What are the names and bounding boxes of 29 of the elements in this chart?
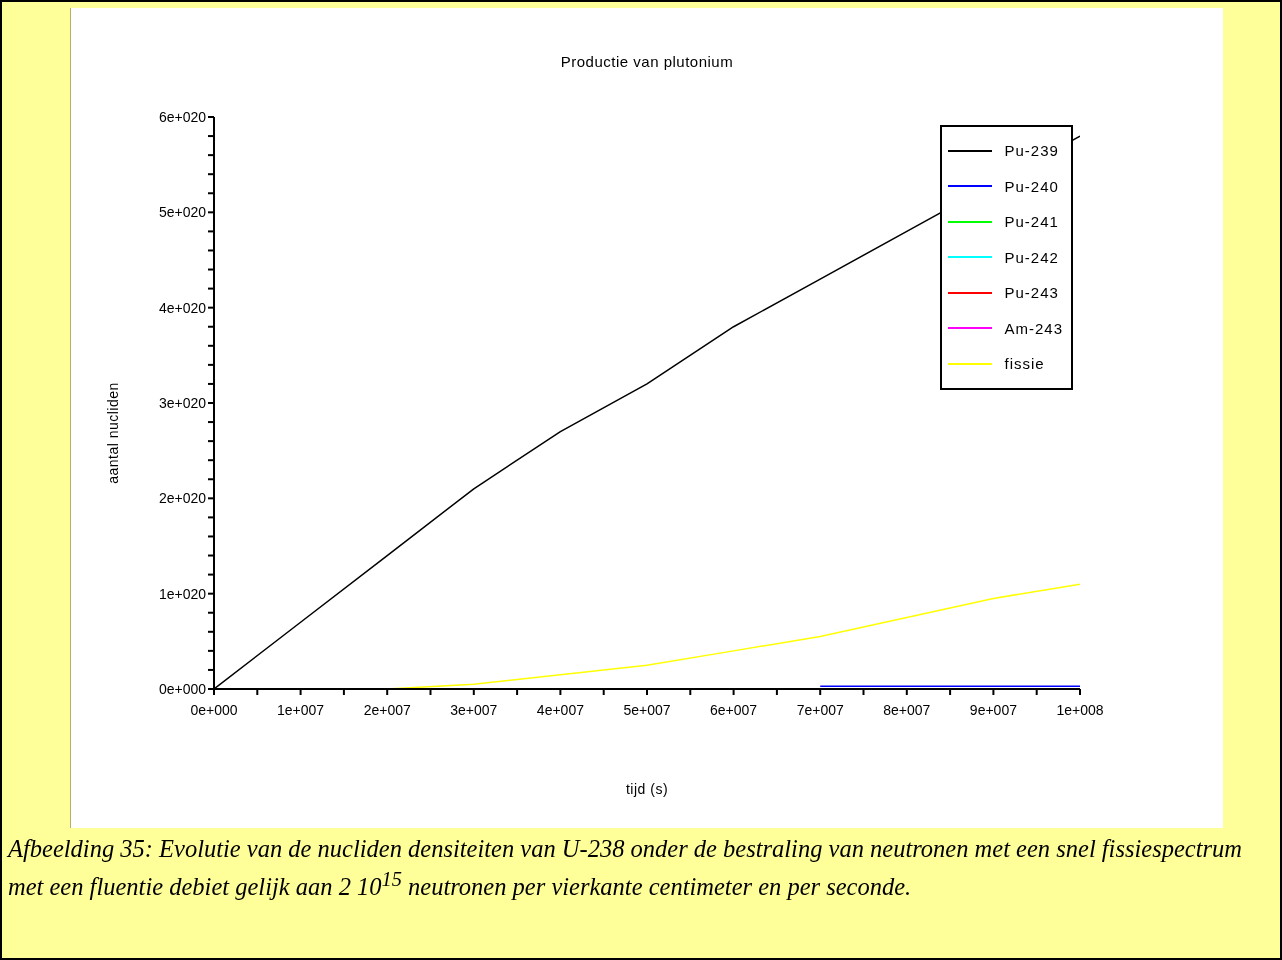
y-tick-label: 0e+000: [158, 680, 207, 697]
legend-label: Pu-243: [1004, 284, 1059, 302]
x-tick-label: 3e+007: [450, 701, 498, 718]
y-tick-label: 2e+020: [158, 490, 207, 507]
x-tick-label: 1e+008: [1056, 701, 1104, 718]
legend-label: Pu-240: [1004, 177, 1059, 195]
chart-title: Productie van plutonium: [559, 53, 735, 70]
y-tick-label: 5e+020: [158, 204, 207, 221]
y-tick-label: 4e+020: [158, 299, 207, 316]
legend-label: Pu-239: [1004, 142, 1059, 160]
x-tick-label: 0e+000: [190, 701, 238, 718]
x-tick-label: 6e+007: [710, 701, 758, 718]
y-tick-label: 1e+020: [158, 585, 207, 602]
legend-label: Pu-242: [1004, 248, 1059, 266]
text: Afbeelding 35: Evolutie van de nucliden densiteiten van U-238 onder de bestraling van neutronen met een snel fissiespectrum met een fluentie debiet gelijk aan 2 10$^{15}$ neutronen per vierkante centimeter en per seconde.: [8, 834, 1243, 903]
y-tick-label: 6e+020: [158, 108, 207, 125]
x-tick-label: 7e+007: [796, 701, 844, 718]
y-axis-title: aantal nucliden: [105, 382, 121, 484]
x-tick-label: 2e+007: [363, 701, 411, 718]
legend-label: fissie: [1004, 355, 1045, 373]
y-tick-label: 3e+020: [158, 394, 207, 411]
legend-label: Pu-241: [1004, 213, 1059, 231]
x-tick-label: 1e+007: [277, 701, 325, 718]
x-tick-label: 8e+007: [883, 701, 931, 718]
x-tick-label: 4e+007: [536, 701, 585, 718]
x-tick-label: 5e+007: [623, 701, 671, 718]
x-axis-title: tijd (s): [624, 781, 670, 797]
legend-label: Am-243: [1004, 319, 1063, 337]
x-tick-label: 9e+007: [969, 701, 1018, 718]
